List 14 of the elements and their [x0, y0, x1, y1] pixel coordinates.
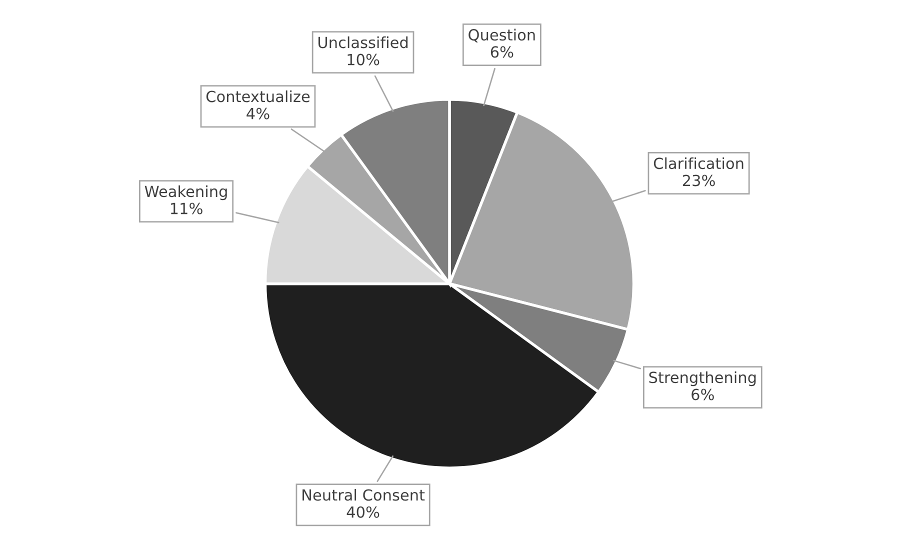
slice-label: Question [468, 28, 535, 42]
slice-label: Unclassified [318, 36, 408, 48]
data-label: 6% [692, 388, 714, 400]
data-label: 23% [682, 174, 715, 186]
slice-label: Strengthening [649, 371, 756, 386]
data-label: 40% [346, 506, 380, 518]
data-label: 4% [246, 108, 270, 120]
slice-label: Contextualize [206, 90, 310, 102]
slice-label: Weakening [144, 185, 227, 200]
slice-label: Neutral Consent [302, 488, 425, 501]
data-label: 10% [348, 54, 380, 66]
data-label: 11% [170, 202, 202, 214]
data-label: 6% [490, 46, 514, 58]
slice-label: Clarification [654, 157, 744, 170]
